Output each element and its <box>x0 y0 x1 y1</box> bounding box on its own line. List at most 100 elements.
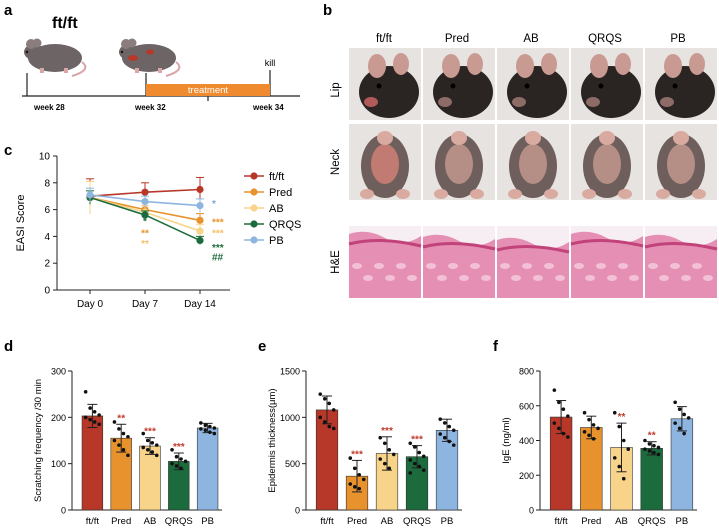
data-point <box>557 426 561 431</box>
data-point <box>656 452 661 457</box>
data-point <box>617 464 622 469</box>
data-point <box>88 406 92 410</box>
data-point <box>199 427 203 431</box>
tissue-section <box>497 237 569 298</box>
mouse-neck <box>593 144 621 184</box>
mouse-eye <box>524 83 530 89</box>
data-point <box>438 417 443 421</box>
data-point <box>566 435 570 439</box>
data-point <box>552 421 557 425</box>
data-point <box>357 486 362 491</box>
mouse-snout <box>377 131 393 145</box>
data-point <box>408 471 413 475</box>
chart-d-scratching: 0 100 200 300 Scratching frequency /30 min ft… <box>33 367 222 527</box>
photo-neck-3 <box>497 124 569 200</box>
y-tick-label: 500 <box>285 459 300 469</box>
mouse-paw <box>582 189 596 199</box>
significance-mark: ** <box>117 413 125 424</box>
data-point <box>582 410 587 415</box>
mouse-ear <box>442 54 460 78</box>
data-point <box>673 400 677 405</box>
dermis-detail <box>533 275 543 281</box>
data-point <box>587 433 591 438</box>
legend-marker <box>250 236 258 244</box>
series-point <box>141 197 149 206</box>
data-point <box>117 443 121 447</box>
mouse-ear <box>615 53 631 75</box>
data-point <box>552 388 557 392</box>
x-tick-label: Pred <box>347 516 367 527</box>
mouse-ear <box>664 54 682 78</box>
mouse-head <box>359 66 419 118</box>
data-point <box>626 447 631 451</box>
row-label-lip: Lip <box>330 82 342 97</box>
x-tick-label: Day 0 <box>77 299 104 310</box>
data-point <box>682 431 686 436</box>
legend-marker <box>250 188 258 196</box>
mouse-head <box>581 66 641 118</box>
kill-label: kill <box>265 58 276 68</box>
data-point <box>141 431 146 436</box>
data-point <box>348 456 353 460</box>
data-point <box>322 397 327 401</box>
series-point <box>141 188 149 196</box>
dermis-detail <box>522 263 532 269</box>
photo-lip-2 <box>423 48 495 120</box>
data-point <box>121 431 126 436</box>
x-tick-label: PB <box>676 516 689 527</box>
dermis-detail <box>500 263 510 269</box>
photo-he-3 <box>496 226 570 298</box>
mouse-snout <box>525 131 541 145</box>
panel-letter-d: d <box>4 338 13 355</box>
y-tick-label: 8 <box>44 178 50 189</box>
x-tick-label: ft/ft <box>554 516 568 527</box>
data-point <box>126 434 130 439</box>
data-point <box>117 427 121 431</box>
bar-PB <box>670 418 694 511</box>
significance-mark: ** <box>141 228 149 239</box>
data-point <box>438 432 443 436</box>
week-34-label: week 34 <box>252 103 284 112</box>
data-point <box>591 423 596 427</box>
data-point <box>596 426 600 431</box>
legend: ft/ft Pred AB QRQS PB <box>244 171 301 247</box>
data-point <box>582 430 587 434</box>
x-tick-label: Pred <box>581 516 601 527</box>
legend-marker <box>250 204 258 212</box>
y-axis-label: Epidermis thickness(μm) <box>267 388 278 492</box>
data-point <box>387 466 392 471</box>
data-point <box>97 422 101 427</box>
data-point <box>387 447 392 452</box>
epidermis-layer <box>644 241 718 251</box>
data-point <box>212 426 217 430</box>
bar-QRQS <box>640 448 663 511</box>
data-point <box>154 453 159 458</box>
data-point <box>408 458 413 462</box>
y-tick-label: 100 <box>51 459 66 469</box>
bar-PB <box>435 430 459 511</box>
bar-PB <box>196 427 219 511</box>
data-point <box>83 415 88 420</box>
y-axis-label: IgE (ng/ml) <box>501 417 512 463</box>
x-tick-label: Day 14 <box>184 299 216 310</box>
y-tick-label: 400 <box>519 436 534 446</box>
data-point <box>677 407 682 412</box>
legend-label: AB <box>269 203 284 215</box>
data-point <box>97 413 101 417</box>
dermis-detail <box>596 263 606 269</box>
y-tick-label: 6 <box>44 205 50 216</box>
dermis-detail <box>648 263 658 269</box>
data-point <box>656 445 661 450</box>
tissue-section <box>571 231 643 298</box>
series-point <box>196 201 204 210</box>
y-tick-label: 600 <box>519 401 534 411</box>
data-point <box>348 482 353 486</box>
legend-label: PB <box>269 235 284 247</box>
mouse-ear <box>516 54 534 78</box>
column-header-ab: AB <box>523 33 539 45</box>
data-point <box>673 421 677 425</box>
data-point <box>647 442 652 446</box>
y-axis-label: EASI Score <box>15 195 27 252</box>
